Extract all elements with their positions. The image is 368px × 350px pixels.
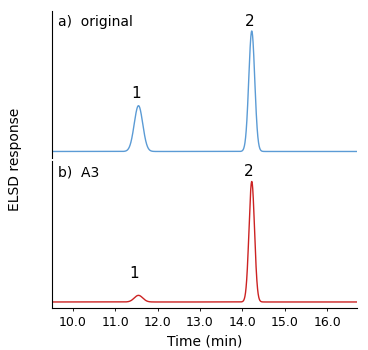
Text: 1: 1 xyxy=(131,86,141,101)
Text: 2: 2 xyxy=(244,164,254,179)
Text: b)  A3: b) A3 xyxy=(58,166,99,180)
X-axis label: Time (min): Time (min) xyxy=(167,334,242,348)
Text: 2: 2 xyxy=(245,14,254,29)
Text: a)  original: a) original xyxy=(58,15,132,29)
Text: 1: 1 xyxy=(130,266,139,281)
Text: ELSD response: ELSD response xyxy=(8,108,22,211)
